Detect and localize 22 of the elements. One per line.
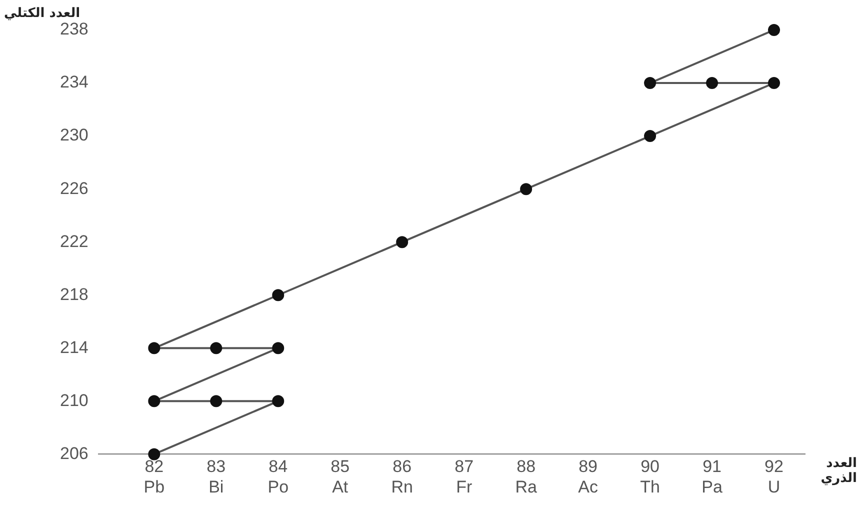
x-tick-label: 88 Ra [515,457,538,496]
x-tick-label: 84 Po [268,457,289,496]
y-tick-label: 230 [60,126,88,145]
x-tick-label: 90 Th [640,457,660,496]
y-tick-label: 214 [60,338,88,357]
x-tick-label: 91 Pa [702,457,723,496]
y-tick-label: 238 [60,20,88,39]
y-tick-label: 218 [60,284,88,304]
y-tick-label: 210 [60,390,88,410]
x-tick-label: 87 Fr [454,457,474,496]
x-tick-label: 82 Pb [144,457,165,496]
y-tick-label: 222 [60,232,88,251]
x-tick-label: 83 Bi [206,457,226,496]
x-tick-label: 86 Rn [391,457,413,496]
y-axis-title: العدد الكتلي [4,6,80,21]
y-tick-label: 206 [60,444,88,463]
x-axis-title: العدد الذري [820,456,857,486]
y-tick-label: 226 [60,178,88,198]
x-tick-label: 89 Ac [578,457,598,496]
x-tick-label: 92 U [764,457,784,496]
x-tick-label: 85 At [330,457,350,496]
y-tick-label: 234 [60,72,88,92]
